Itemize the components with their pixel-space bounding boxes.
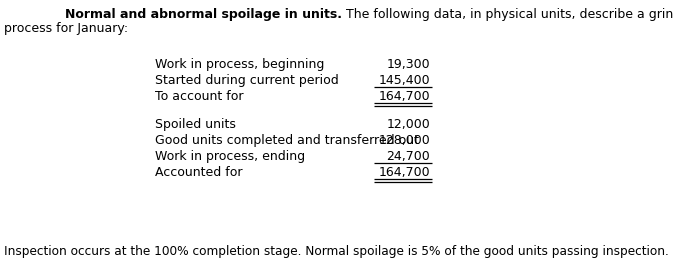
Text: 145,400: 145,400 [378,74,430,87]
Text: Work in process, ending: Work in process, ending [155,150,305,163]
Text: 164,700: 164,700 [378,166,430,179]
Text: Accounted for: Accounted for [155,166,243,179]
Text: 12,000: 12,000 [386,118,430,131]
Text: 164,700: 164,700 [378,90,430,103]
Text: Started during current period: Started during current period [155,74,339,87]
Text: 128,000: 128,000 [378,134,430,147]
Text: The following data, in physical units, describe a grinding: The following data, in physical units, d… [342,8,674,21]
Text: Normal and abnormal spoilage in units.: Normal and abnormal spoilage in units. [65,8,342,21]
Text: Good units completed and transferred out: Good units completed and transferred out [155,134,419,147]
Text: To account for: To account for [155,90,243,103]
Text: process for January:: process for January: [4,22,128,35]
Text: Inspection occurs at the 100% completion stage. Normal spoilage is 5% of the goo: Inspection occurs at the 100% completion… [4,245,669,258]
Text: 19,300: 19,300 [386,58,430,71]
Text: Work in process, beginning: Work in process, beginning [155,58,324,71]
Text: Spoiled units: Spoiled units [155,118,236,131]
Text: 24,700: 24,700 [386,150,430,163]
